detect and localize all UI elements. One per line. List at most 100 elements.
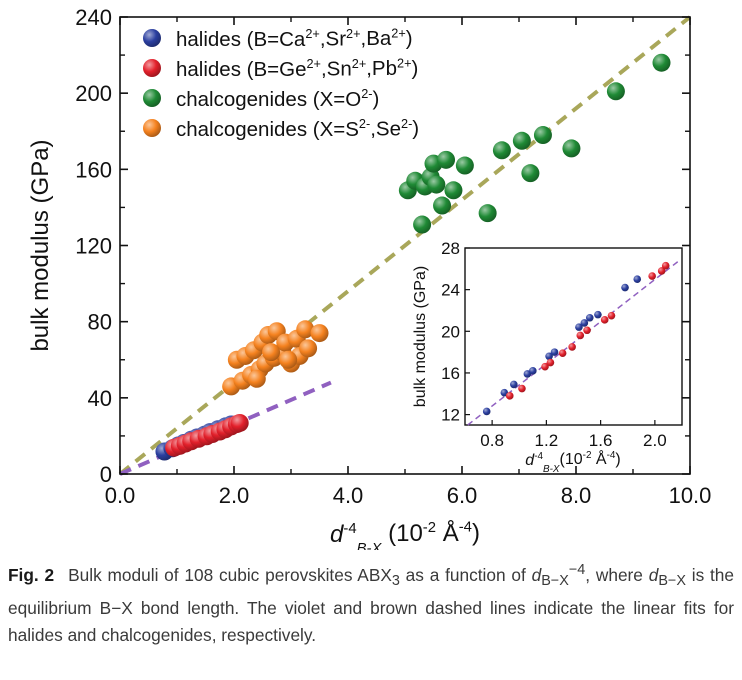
legend-label-halides_ge-part: ) [412,57,419,80]
x-tick-label: 6.0 [447,483,478,508]
inset-y-tick-label: 24 [441,281,460,300]
legend-label-chalcogenides_s-part: ) [412,117,419,140]
chalcogenides_o-point [427,175,446,194]
chalcogenides_o-point [455,156,474,175]
legend-label-chalcogenides_o-part: 2- [361,86,372,101]
legend-label-halides_ca-part: ,Ba [361,27,392,50]
chalcogenides_o-point [444,181,463,200]
inset-halides_ca-point [594,310,602,319]
y-tick-label: 0 [100,462,112,487]
inset-x-axis-label: d-4B-X(10-2 Å-4) [525,449,620,475]
y-tick-label: 160 [75,157,112,182]
main-x-axis-label-part: -4 [459,520,472,536]
main-x-axis-label-part: Å [436,519,459,547]
inset-halides_ge-point [541,362,549,371]
inset-x-tick-label: 0.8 [480,431,504,450]
inset-halides_ge-point [558,349,567,357]
inset-y-tick-label: 12 [441,406,460,425]
legend-label-halides_ge-part: ,Pb [366,57,397,80]
inset-x-tick-label: 1.6 [589,431,613,450]
inset-halides_ge-point [518,384,526,393]
inset-x-axis-label-part: -4 [534,451,543,462]
legend-label-halides_ge: halides (B=Ge2+,Sn2+,Pb2+) [176,55,418,81]
y-tick-label: 120 [75,234,112,259]
caption-text-2: as a function of [399,564,532,585]
legend-marker-chalcogenides_s [143,119,161,137]
inset-halides_ca-point [510,380,518,389]
inset-axes-frame [464,247,683,426]
halides_ge-point [230,413,249,432]
chalcogenides_s-point [299,339,318,358]
x-tick-label: 0.0 [105,483,136,508]
inset-x-axis-label-part: -2 [583,450,592,461]
chalcogenides_o-point [413,215,432,234]
caption-d-2: d [648,564,659,585]
chalcogenides_s-point [310,324,329,343]
legend-label-halides_ca-part: ) [406,27,413,50]
inset-halides_ge-point [657,267,666,275]
inset-x-axis-label-part: Å [591,449,606,468]
legend-label-chalcogenides_s: chalcogenides (X=S2-,Se2-) [176,116,419,141]
inset-halides_ca-point [585,313,594,322]
chalcogenide_fit-line [118,15,692,476]
figure-caption: Fig. 2 Bulk moduli of 108 cubic perovskit… [8,557,734,649]
x-tick-label: 4.0 [333,483,364,508]
caption-sup-m4: −4 [568,562,586,578]
caption-label: Fig. 2 [8,564,55,585]
chalcogenides_s-point [247,369,266,388]
legend-label-halides_ca-part: ,Sr [320,28,346,51]
inset-x-tick-label: 2.0 [643,431,667,450]
legend-label-chalcogenides_s-part: 2- [401,116,412,131]
caption-sub-bx-1: B−X [541,573,569,590]
legend-label-chalcogenides_o-part: ) [372,88,379,111]
legend-label-chalcogenides_o: chalcogenides (X=O2-) [176,86,379,111]
legend-label-halides_ge-part: halides (B=Ge [176,58,306,81]
inset-plot: 0.8 1.2 1.6 2.0 12 16 20 24 28 bulk modulus (GPa)… [412,239,683,475]
inset-halides_ca-point [529,367,537,375]
chalcogenides_o-point [562,139,581,158]
inset-halides_ge-point [661,261,670,270]
legend-label-halides_ca-part: 2+ [305,26,319,41]
main-y-axis-label: bulk modulus (GPa) [27,139,54,351]
legend-label-halides_ca-part: 2+ [346,26,360,41]
inset-halides_ge-point [583,326,591,335]
legend-label-halides_ge-part: 2+ [397,55,411,70]
main-x-axis-label-part: B-X [357,541,383,550]
y-tick-label: 80 [88,310,112,335]
inset-y-tick-label: 28 [441,239,460,258]
chalcogenides_s-point [262,343,281,362]
chalcogenides_s-point [296,320,315,339]
inset-fit-line [467,259,680,426]
inset-halides_ca-point [545,352,553,361]
inset-halides_ca-point [633,275,642,284]
legend-label-halides_ca-part: halides (B=Ca [176,28,306,51]
legend-label-halides_ge-part: ,Sn [321,58,352,81]
y-tick-label: 200 [75,81,112,106]
inset-x-axis-label-part: B-X [543,464,560,475]
legend-marker-chalcogenides_o [143,89,161,107]
inset-halides_ge-point [505,392,514,400]
main-x-axis-label-part: -2 [423,520,436,536]
inset-halides_ca-point [482,407,491,416]
legend-marker-halides_ge [143,59,161,77]
chalcogenides_s-point [279,350,298,369]
legend-label-halides_ge-part: 2+ [306,56,320,71]
inset-x-axis-label-part: -4 [607,450,616,461]
caption-sub-3: 3 [391,573,400,590]
inset-halides_ge-point [546,358,555,367]
inset-y-axis-label: bulk modulus (GPa) [412,266,429,407]
legend-label-halides_ca-part: 2+ [391,25,405,40]
inset-y-tick-label: 16 [441,364,460,383]
halide_fit-line [119,380,332,476]
caption-sub-bx-2: B−X [658,573,686,590]
caption-text-1: Bulk moduli of 108 cubic perovskites ABX [68,564,392,585]
legend-marker-halides_ca [143,29,161,47]
legend-label-chalcogenides_s-part: chalcogenides (X=S [176,118,359,141]
chalcogenides_o-point [606,82,625,101]
caption-text-4: is the equilibrium B−X bond length. The … [8,564,735,646]
inset-y-tick-label: 20 [441,322,460,341]
inset-x-tick-label: 1.2 [535,431,559,450]
chalcogenides_o-point [433,196,452,215]
legend-label-chalcogenides_s-part: 2- [359,116,370,131]
caption-d-1: d [531,564,542,585]
